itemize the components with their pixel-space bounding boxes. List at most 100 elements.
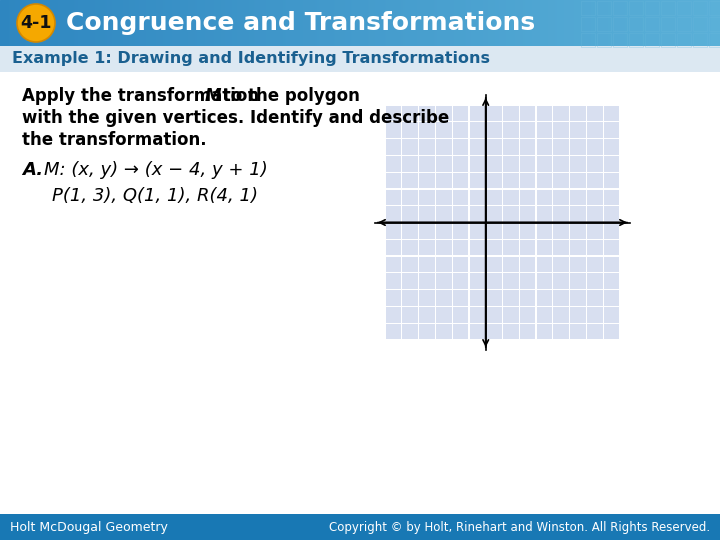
Bar	[236, 0, 237, 46]
Bar	[558, 0, 559, 46]
Bar	[703, 0, 704, 46]
Bar	[86, 0, 87, 46]
Bar	[645, 1, 659, 15]
Bar	[358, 0, 359, 46]
Bar	[123, 0, 124, 46]
Bar	[61, 0, 62, 46]
Bar	[669, 0, 670, 46]
Bar	[432, 0, 433, 46]
Bar	[699, 0, 700, 46]
Bar	[176, 0, 177, 46]
Bar	[526, 0, 527, 46]
Bar	[343, 0, 344, 46]
Bar	[333, 0, 334, 46]
Bar	[283, 0, 284, 46]
Bar	[690, 0, 691, 46]
Bar	[398, 0, 399, 46]
Bar	[14, 0, 15, 46]
Bar	[169, 0, 170, 46]
Bar	[577, 0, 578, 46]
Text: with the given vertices. Identify and describe: with the given vertices. Identify and de…	[22, 109, 449, 127]
Bar	[113, 0, 114, 46]
Bar	[687, 0, 688, 46]
Bar	[302, 0, 303, 46]
Bar	[212, 0, 213, 46]
Bar	[385, 104, 620, 106]
Bar	[678, 0, 679, 46]
Bar	[484, 0, 485, 46]
Bar	[131, 0, 132, 46]
Bar	[468, 0, 469, 46]
Bar	[57, 0, 58, 46]
Bar	[704, 0, 705, 46]
Bar	[562, 0, 563, 46]
Bar	[308, 0, 309, 46]
Bar	[467, 0, 468, 46]
Bar	[184, 0, 185, 46]
Bar	[179, 0, 180, 46]
Bar	[149, 0, 150, 46]
Bar	[289, 0, 290, 46]
Bar	[103, 0, 104, 46]
Bar	[331, 0, 332, 46]
Bar	[630, 0, 631, 46]
Bar	[633, 0, 634, 46]
Bar	[414, 0, 415, 46]
Bar	[619, 105, 621, 340]
Bar	[83, 0, 84, 46]
Bar	[547, 0, 548, 46]
Bar	[321, 0, 322, 46]
Bar	[309, 0, 310, 46]
Bar	[237, 0, 238, 46]
Bar	[359, 0, 360, 46]
Bar	[223, 0, 224, 46]
Bar	[187, 0, 188, 46]
Bar	[475, 0, 476, 46]
Bar	[692, 0, 693, 46]
Bar	[388, 0, 389, 46]
Bar	[378, 0, 379, 46]
Bar	[384, 0, 385, 46]
Bar	[171, 0, 172, 46]
Bar	[34, 0, 35, 46]
Bar	[617, 0, 618, 46]
Bar	[225, 0, 226, 46]
Bar	[56, 0, 57, 46]
Bar	[183, 0, 184, 46]
Bar	[297, 0, 298, 46]
Bar	[109, 0, 110, 46]
Bar	[393, 0, 394, 46]
Bar	[200, 0, 201, 46]
Bar	[144, 0, 145, 46]
Bar	[693, 17, 707, 31]
Bar	[306, 0, 307, 46]
Bar	[120, 0, 121, 46]
Bar	[345, 0, 346, 46]
Bar	[281, 0, 282, 46]
Bar	[684, 0, 685, 46]
Text: Holt McDougal Geometry: Holt McDougal Geometry	[10, 521, 168, 534]
Bar	[506, 0, 507, 46]
Bar	[455, 0, 456, 46]
Bar	[628, 0, 629, 46]
Bar	[81, 0, 82, 46]
Bar	[544, 0, 545, 46]
Bar	[648, 0, 649, 46]
Bar	[307, 0, 308, 46]
Bar	[446, 0, 447, 46]
Bar	[104, 0, 105, 46]
Bar	[323, 0, 324, 46]
Bar	[48, 0, 49, 46]
Bar	[707, 0, 708, 46]
Bar	[119, 0, 120, 46]
Bar	[170, 0, 171, 46]
Bar	[161, 0, 162, 46]
Bar	[545, 0, 546, 46]
Bar	[453, 0, 454, 46]
Bar	[191, 0, 192, 46]
Bar	[462, 0, 463, 46]
Bar	[521, 0, 522, 46]
Bar	[290, 0, 291, 46]
Bar	[595, 0, 596, 46]
Bar	[581, 17, 595, 31]
